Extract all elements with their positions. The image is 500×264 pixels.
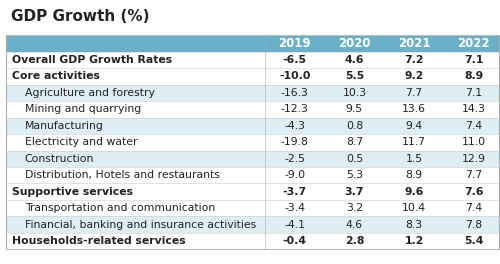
Bar	[6, 216, 498, 233]
Bar	[6, 167, 498, 183]
Text: -10.0: -10.0	[279, 72, 310, 82]
Text: -2.5: -2.5	[284, 154, 306, 164]
Text: Electricity and water: Electricity and water	[25, 137, 138, 147]
Text: 9.4: 9.4	[406, 121, 422, 131]
Bar	[6, 35, 498, 249]
Text: 10.4: 10.4	[402, 203, 426, 213]
Text: -19.8: -19.8	[281, 137, 308, 147]
Text: -4.3: -4.3	[284, 121, 306, 131]
Text: -9.0: -9.0	[284, 170, 306, 180]
Text: 8.9: 8.9	[464, 72, 483, 82]
Text: Distribution, Hotels and restaurants: Distribution, Hotels and restaurants	[25, 170, 220, 180]
Bar	[6, 52, 498, 68]
Text: 0.8: 0.8	[346, 121, 363, 131]
Text: -16.3: -16.3	[281, 88, 308, 98]
Text: 5.4: 5.4	[464, 236, 483, 246]
Text: 5.5: 5.5	[345, 72, 364, 82]
Bar	[6, 85, 498, 101]
Text: 13.6: 13.6	[402, 104, 426, 114]
Text: -6.5: -6.5	[283, 55, 307, 65]
Text: 7.7: 7.7	[465, 170, 482, 180]
Bar	[6, 183, 498, 200]
Text: 8.7: 8.7	[346, 137, 363, 147]
Text: 14.3: 14.3	[462, 104, 486, 114]
Bar	[6, 68, 498, 85]
Text: Agriculture and forestry: Agriculture and forestry	[25, 88, 154, 98]
Text: Mining and quarrying: Mining and quarrying	[25, 104, 141, 114]
Text: 2022: 2022	[458, 37, 490, 50]
Text: 3.7: 3.7	[344, 187, 364, 197]
Text: Financial, banking and insurance activities: Financial, banking and insurance activit…	[25, 220, 256, 230]
Text: Manufacturing: Manufacturing	[25, 121, 103, 131]
Text: 10.3: 10.3	[342, 88, 366, 98]
Text: 7.1: 7.1	[465, 88, 482, 98]
Text: 1.5: 1.5	[406, 154, 422, 164]
Text: 0.5: 0.5	[346, 154, 363, 164]
Bar	[6, 150, 498, 167]
Text: -12.3: -12.3	[281, 104, 308, 114]
Text: 11.0: 11.0	[462, 137, 486, 147]
Text: 5.3: 5.3	[346, 170, 363, 180]
Text: -3.7: -3.7	[282, 187, 307, 197]
Bar	[6, 118, 498, 134]
Text: Core activities: Core activities	[12, 72, 100, 82]
Bar	[6, 233, 498, 249]
Bar	[6, 134, 498, 150]
Text: 8.9: 8.9	[406, 170, 422, 180]
Text: 2021: 2021	[398, 37, 430, 50]
Text: -4.1: -4.1	[284, 220, 306, 230]
Text: 12.9: 12.9	[462, 154, 486, 164]
Text: 7.4: 7.4	[465, 203, 482, 213]
Text: 9.2: 9.2	[404, 72, 424, 82]
Text: 7.8: 7.8	[465, 220, 482, 230]
Text: Overall GDP Growth Rates: Overall GDP Growth Rates	[12, 55, 172, 65]
Bar	[6, 101, 498, 118]
Text: Households-related services: Households-related services	[12, 236, 186, 246]
Text: 7.2: 7.2	[404, 55, 424, 65]
Text: 7.7: 7.7	[406, 88, 422, 98]
Text: 7.4: 7.4	[465, 121, 482, 131]
Text: 11.7: 11.7	[402, 137, 426, 147]
Text: 2019: 2019	[278, 37, 311, 50]
Text: 3.2: 3.2	[346, 203, 363, 213]
Text: 7.1: 7.1	[464, 55, 483, 65]
Text: Supportive services: Supportive services	[12, 187, 134, 197]
Text: 7.6: 7.6	[464, 187, 483, 197]
Text: 4.6: 4.6	[346, 220, 363, 230]
Bar	[6, 200, 498, 216]
Text: 2.8: 2.8	[344, 236, 364, 246]
Text: Transportation and communication: Transportation and communication	[25, 203, 215, 213]
Text: 8.3: 8.3	[406, 220, 422, 230]
Text: -3.4: -3.4	[284, 203, 306, 213]
Text: 9.5: 9.5	[346, 104, 363, 114]
Text: 9.6: 9.6	[404, 187, 424, 197]
Text: 1.2: 1.2	[404, 236, 424, 246]
Text: 2020: 2020	[338, 37, 370, 50]
Text: -0.4: -0.4	[283, 236, 307, 246]
Text: 4.6: 4.6	[344, 55, 364, 65]
Text: GDP Growth (%): GDP Growth (%)	[12, 9, 150, 24]
Text: Construction: Construction	[25, 154, 94, 164]
Bar	[6, 35, 498, 52]
